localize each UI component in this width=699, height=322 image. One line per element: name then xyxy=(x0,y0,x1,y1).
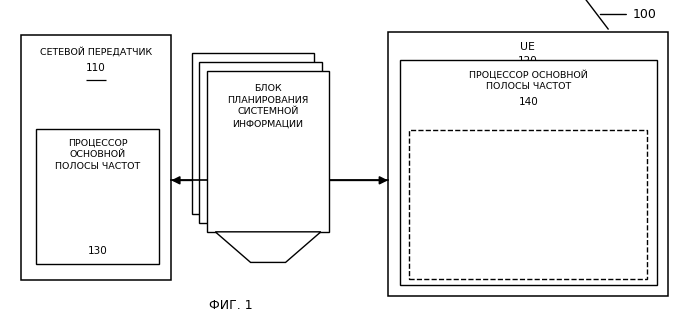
Text: 100: 100 xyxy=(633,8,656,21)
FancyBboxPatch shape xyxy=(36,129,159,264)
Text: СЕТЕВОЙ ПЕРЕДАТЧИК: СЕТЕВОЙ ПЕРЕДАТЧИК xyxy=(40,47,152,57)
Text: 110: 110 xyxy=(86,63,106,73)
Text: ПРОЦЕССОР ОСНОВНОЙ
ПОЛОСЫ ЧАСТОТ: ПРОЦЕССОР ОСНОВНОЙ ПОЛОСЫ ЧАСТОТ xyxy=(469,69,588,91)
Text: БЛОК
ПЛАНИРОВАНИЯ
СИСТЕМНОЙ
ИНФОРМАЦИИ: БЛОК ПЛАНИРОВАНИЯ СИСТЕМНОЙ ИНФОРМАЦИИ xyxy=(227,84,309,128)
Text: ФИГ. 1: ФИГ. 1 xyxy=(209,299,252,312)
FancyBboxPatch shape xyxy=(21,35,171,280)
Text: ПРОЦЕССОР
ОСНОВНОЙ
ПОЛОСЫ ЧАСТОТ: ПРОЦЕССОР ОСНОВНОЙ ПОЛОСЫ ЧАСТОТ xyxy=(55,138,140,171)
FancyBboxPatch shape xyxy=(192,53,314,214)
FancyBboxPatch shape xyxy=(388,32,668,296)
Text: УСТРОЙСТВО
ДЕТЕКТИРОВАНИЯ
И ОЦЕНКИ ОКНА: УСТРОЙСТВО ДЕТЕКТИРОВАНИЯ И ОЦЕНКИ ОКНА xyxy=(482,140,573,173)
FancyBboxPatch shape xyxy=(207,71,329,232)
Text: 150: 150 xyxy=(518,261,538,271)
FancyBboxPatch shape xyxy=(400,60,657,285)
FancyBboxPatch shape xyxy=(409,130,647,279)
Text: 132: 132 xyxy=(258,214,278,224)
Text: 120: 120 xyxy=(518,56,538,66)
Text: 140: 140 xyxy=(519,97,538,107)
Polygon shape xyxy=(215,232,321,262)
FancyBboxPatch shape xyxy=(199,62,322,223)
Text: 130: 130 xyxy=(87,246,108,256)
Text: UE: UE xyxy=(520,42,535,52)
